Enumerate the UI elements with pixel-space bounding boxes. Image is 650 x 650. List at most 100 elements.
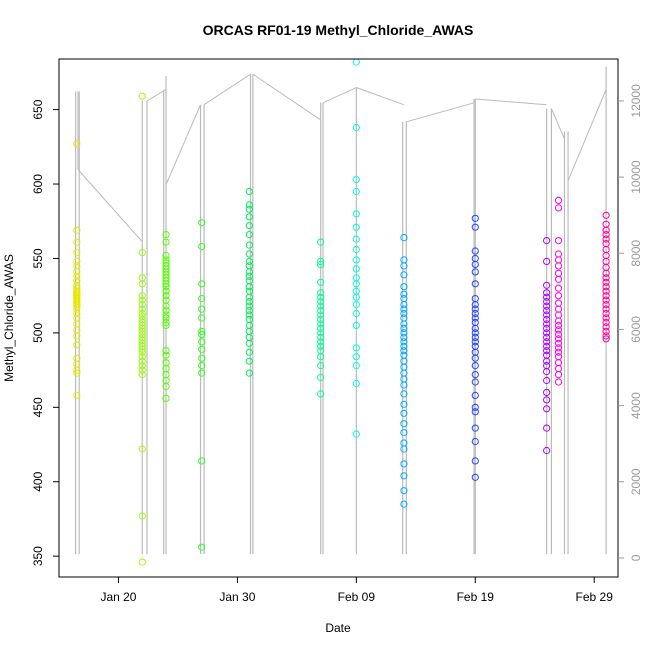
data-point	[245, 277, 253, 285]
data-point	[138, 362, 146, 370]
data-points	[73, 58, 610, 566]
data-point	[471, 247, 479, 255]
y2-tick-label: 8000	[629, 240, 643, 267]
series-9	[471, 214, 479, 481]
data-point	[73, 226, 81, 234]
data-point	[543, 342, 551, 350]
data-point	[471, 391, 479, 399]
data-point	[471, 260, 479, 268]
data-point	[554, 365, 563, 373]
altitude-transit	[550, 108, 565, 140]
data-point	[471, 437, 479, 446]
data-point	[400, 329, 408, 337]
data-point	[317, 260, 325, 268]
data-point	[198, 243, 206, 251]
series-12	[602, 211, 610, 343]
data-point	[245, 250, 253, 258]
data-point	[245, 298, 253, 306]
y-tick-label: 350	[31, 546, 45, 566]
data-point	[602, 226, 610, 234]
data-point	[198, 362, 206, 370]
data-point	[471, 354, 479, 362]
data-point	[400, 234, 408, 242]
data-point	[138, 357, 146, 365]
data-point	[602, 318, 610, 327]
x-axis: Jan 20 Jan 30 Feb 09 Feb 19 Feb 29	[100, 577, 613, 604]
data-point	[543, 298, 551, 306]
data-point	[352, 430, 360, 438]
data-point	[245, 222, 253, 230]
altitude-transit	[475, 98, 547, 106]
data-point	[554, 378, 563, 386]
data-point	[471, 371, 479, 379]
data-point	[602, 292, 610, 300]
data-point	[400, 390, 408, 398]
data-point	[245, 257, 253, 265]
data-point	[73, 268, 81, 276]
altitude-track	[75, 66, 607, 555]
data-point	[543, 281, 551, 289]
data-point	[352, 245, 360, 254]
data-point	[317, 353, 325, 361]
data-point	[543, 293, 551, 301]
data-point	[554, 353, 563, 361]
data-point	[602, 301, 610, 309]
data-point	[162, 311, 170, 319]
data-point	[400, 338, 408, 346]
y-tick-label: 550	[31, 248, 45, 268]
data-point	[471, 424, 479, 432]
data-point	[245, 348, 253, 356]
data-point	[317, 257, 325, 265]
data-point	[471, 214, 479, 222]
data-point	[352, 344, 360, 352]
data-point	[554, 371, 563, 379]
data-point	[245, 231, 253, 239]
data-point	[543, 324, 551, 332]
data-point	[554, 348, 563, 356]
data-point	[138, 353, 146, 361]
data-point	[138, 305, 146, 313]
data-point	[554, 305, 563, 313]
series-2	[138, 92, 146, 566]
data-point	[352, 379, 360, 388]
series-10	[543, 237, 551, 455]
data-point	[73, 369, 81, 377]
data-point	[352, 321, 360, 329]
data-point	[471, 305, 479, 313]
data-point	[317, 311, 325, 319]
data-point	[245, 357, 253, 365]
data-point	[352, 176, 360, 184]
x-tick-label: Feb 29	[576, 590, 614, 604]
data-point	[543, 396, 551, 404]
plot-frame	[58, 58, 619, 578]
data-point	[471, 309, 479, 318]
data-point	[245, 315, 253, 324]
data-point	[471, 329, 479, 337]
data-point	[543, 307, 551, 315]
data-point	[471, 403, 479, 411]
x-tick-label: Feb 19	[457, 590, 495, 604]
data-point	[138, 371, 146, 379]
data-point	[352, 187, 360, 196]
data-point	[317, 315, 325, 324]
data-point	[245, 311, 253, 319]
data-point	[543, 376, 551, 385]
data-point	[543, 357, 551, 365]
data-point	[245, 287, 253, 295]
data-point	[245, 339, 253, 347]
data-point	[400, 262, 408, 270]
data-point	[471, 314, 479, 322]
data-point	[543, 329, 551, 337]
data-point	[138, 445, 146, 453]
data-point	[245, 272, 253, 280]
data-point	[245, 213, 253, 221]
data-point	[400, 324, 408, 332]
data-point	[554, 359, 563, 367]
data-point	[317, 293, 325, 301]
y2-tick-label: 6000	[629, 316, 643, 343]
series-3	[162, 231, 170, 402]
data-point	[317, 342, 325, 350]
altitude-transit	[406, 102, 475, 123]
data-point	[162, 314, 170, 322]
